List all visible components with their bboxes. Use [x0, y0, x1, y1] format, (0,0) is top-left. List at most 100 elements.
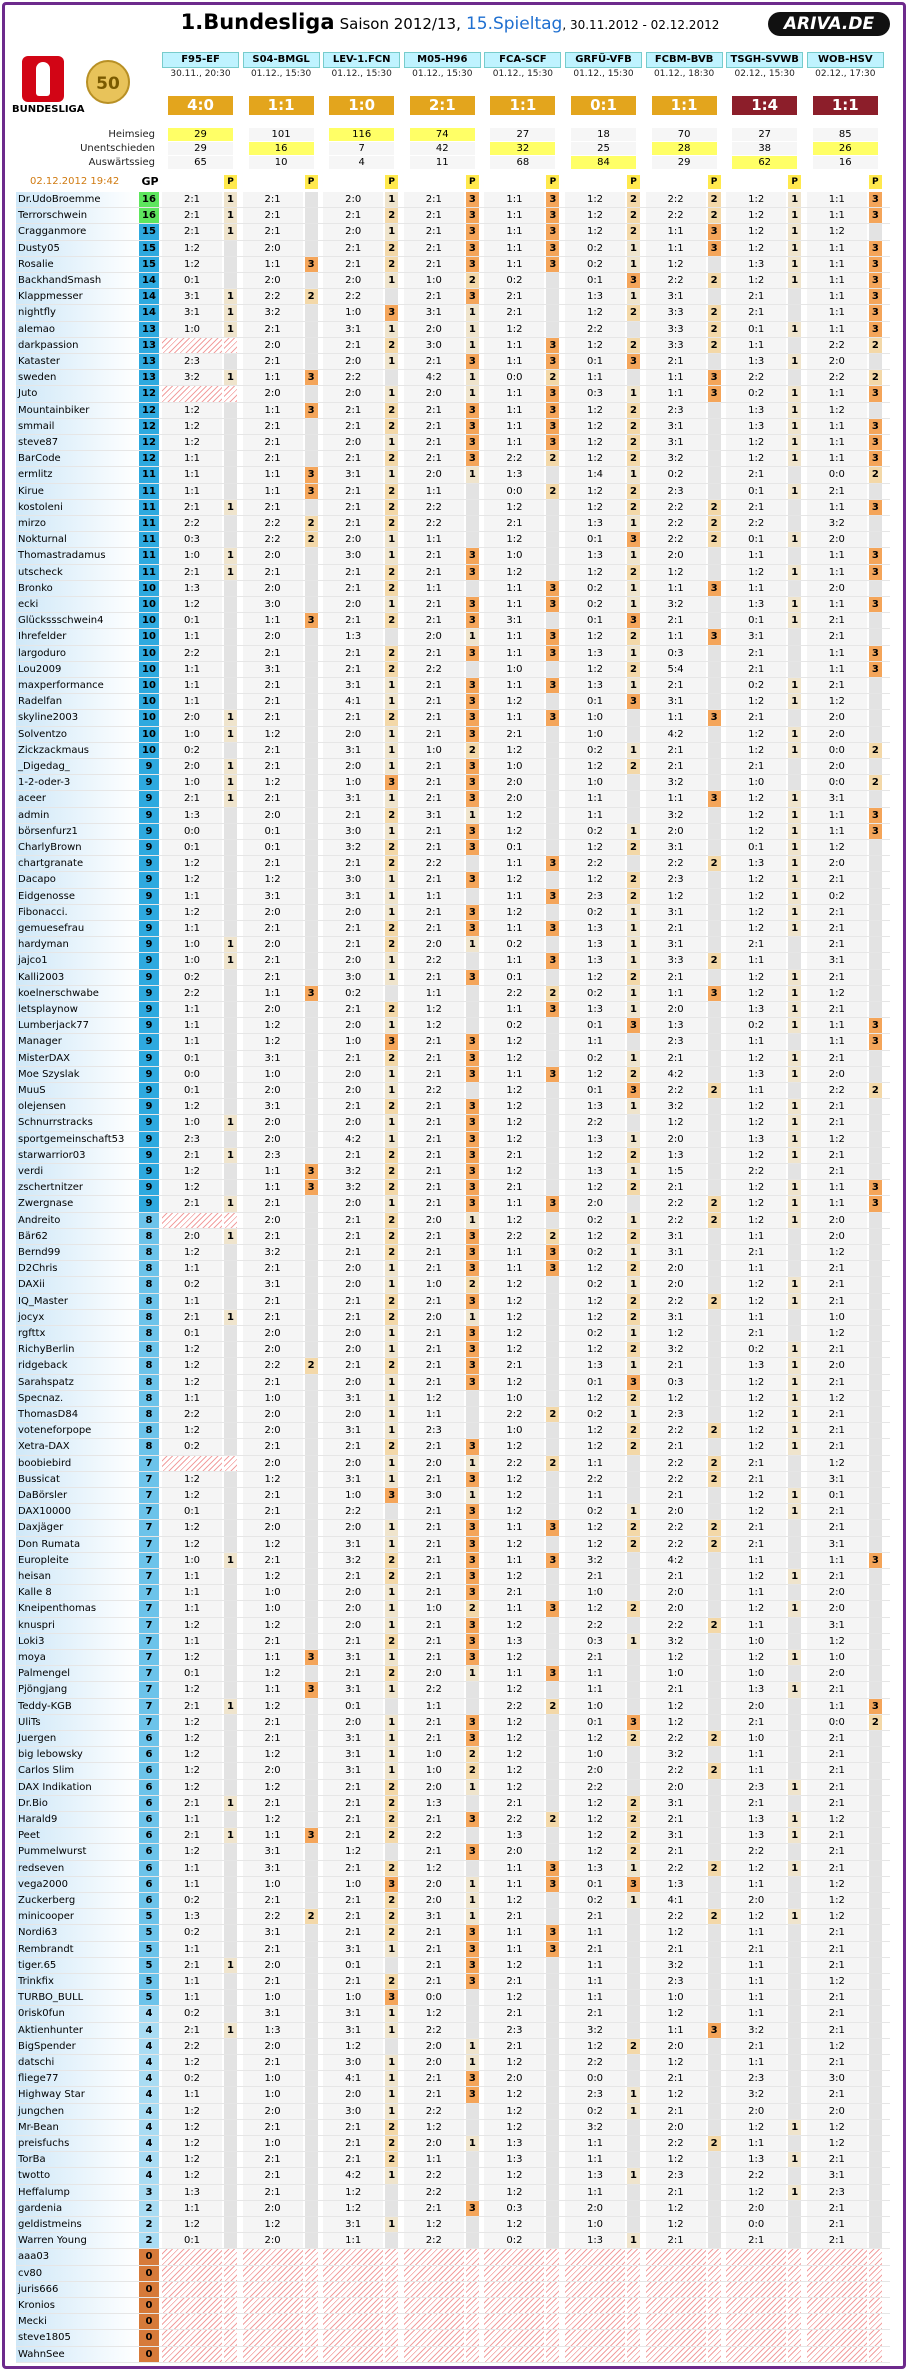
tip: 2:2 — [162, 985, 222, 1001]
tip: 1:0 — [242, 1601, 303, 1617]
points-empty — [224, 1342, 237, 1358]
points: 3 — [385, 1488, 399, 1504]
player-points: 9 — [139, 921, 159, 937]
points-empty — [546, 305, 560, 321]
points-empty — [627, 2055, 640, 2071]
points: 2 — [546, 1812, 560, 1828]
tip: 2:2 — [726, 2168, 787, 2184]
tip: 0:2 — [565, 2103, 625, 2119]
points-empty — [868, 1779, 882, 1795]
points-empty — [224, 337, 237, 353]
tip: 2:1 — [403, 759, 464, 775]
points-empty — [868, 1407, 882, 1423]
points-empty — [868, 1893, 882, 1909]
tip: 3:1 — [323, 1941, 384, 1957]
player-name: sportgemeinschaft53 — [16, 1131, 138, 1147]
tip: 2:0 — [323, 1714, 384, 1730]
row-line — [16, 1649, 890, 1650]
tip: 2:1 — [806, 904, 867, 920]
row-line — [16, 1811, 890, 1812]
points: 3 — [465, 548, 479, 564]
tip: 2:1 — [726, 1536, 787, 1552]
points-empty — [707, 969, 721, 985]
player-name: utscheck — [16, 564, 138, 580]
points: 1 — [224, 289, 237, 305]
tip: 3:1 — [242, 1860, 303, 1876]
tip: 2:0 — [323, 1455, 384, 1471]
tip: 2:0 — [323, 273, 384, 289]
player-name: boobiebird — [16, 1455, 138, 1471]
points: 3 — [304, 1650, 318, 1666]
tip: 3:1 — [323, 791, 384, 807]
row-line — [16, 612, 890, 614]
player-name: Peet — [16, 1828, 138, 1844]
points: 3 — [465, 613, 479, 629]
points-empty — [546, 775, 560, 791]
tip: 0:1 — [565, 613, 625, 629]
points-empty — [304, 597, 318, 613]
points: 1 — [788, 1277, 802, 1293]
tip: 1:2 — [484, 2119, 545, 2135]
tip: 1:2 — [242, 1698, 303, 1714]
tip: 2:1 — [645, 1050, 706, 1066]
points-empty — [868, 1342, 882, 1358]
tip: 2:1 — [323, 1812, 384, 1828]
brand-logo: ARIVA.DE — [768, 12, 890, 36]
tip: 1:2 — [806, 1131, 867, 1147]
tip: 2:1 — [242, 1504, 303, 1520]
tip: 2:1 — [403, 1147, 464, 1163]
tip: 0:2 — [484, 1018, 545, 1034]
points-empty — [224, 2298, 237, 2314]
tip: 1:1 — [484, 1925, 545, 1941]
points-empty — [465, 1990, 479, 2006]
tip: 2:1 — [323, 451, 384, 467]
points: 1 — [627, 1358, 640, 1374]
tip: 2:1 — [162, 192, 222, 208]
tip: 2:1 — [403, 645, 464, 661]
points: 3 — [465, 726, 479, 742]
tip: 2:3 — [645, 872, 706, 888]
points: 3 — [868, 1034, 882, 1050]
points-empty — [304, 337, 318, 353]
tip: 0:1 — [242, 823, 303, 839]
match-result: 1:1 — [651, 96, 717, 115]
player-points: 10 — [139, 661, 159, 677]
stat-value: 25 — [571, 142, 636, 155]
points-empty — [304, 1520, 318, 1536]
tip: 1:1 — [645, 386, 706, 402]
points-empty — [788, 1941, 802, 1957]
tip: 2:1 — [806, 1795, 867, 1811]
player-points: 9 — [139, 1131, 159, 1147]
tip: 1:2 — [323, 2200, 384, 2216]
tip: 1:3 — [484, 1633, 545, 1649]
tip: 2:2 — [403, 2022, 464, 2038]
tip: 1:2 — [484, 1650, 545, 1666]
player-name: 0risk0fun — [16, 2006, 138, 2022]
tip: 2:1 — [403, 1358, 464, 1374]
tip: 0:1 — [565, 1876, 625, 1892]
tip: 0:2 — [565, 1212, 625, 1228]
points: 2 — [627, 969, 640, 985]
player-name: jocyx — [16, 1309, 138, 1325]
tip: 2:2 — [484, 1455, 545, 1471]
points: 2 — [707, 1455, 721, 1471]
points-empty — [707, 1698, 721, 1714]
row-line — [16, 2021, 890, 2023]
points-empty — [868, 1504, 882, 1520]
tip: 1:2 — [645, 2217, 706, 2233]
tip: 1:1 — [403, 1407, 464, 1423]
tip: 2:1 — [645, 742, 706, 758]
player-name: preisfuchs — [16, 2136, 138, 2152]
tip: 2:1 — [403, 1812, 464, 1828]
tip: 0:1 — [565, 532, 625, 548]
tip: 1:1 — [484, 354, 545, 370]
no-tip — [645, 2298, 706, 2314]
points-empty — [224, 1471, 237, 1487]
tip: 2:0 — [403, 1876, 464, 1892]
row-line — [16, 839, 890, 840]
points-empty — [788, 2346, 802, 2362]
points-empty — [224, 2071, 237, 2087]
points-empty — [707, 2168, 721, 2184]
row-line — [16, 1503, 890, 1505]
tip: 3:0 — [323, 548, 384, 564]
